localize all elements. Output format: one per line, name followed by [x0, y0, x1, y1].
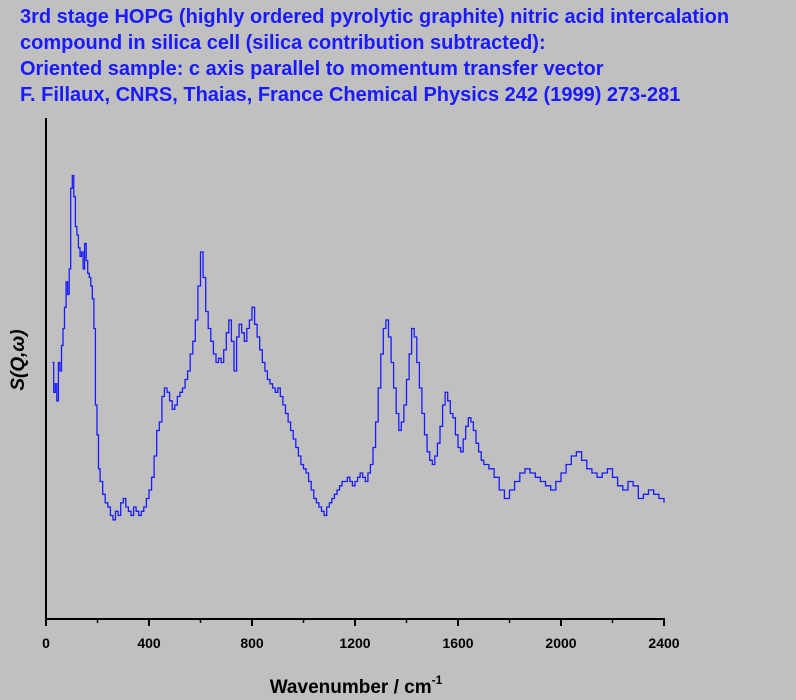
x-tick-label: 2400: [648, 635, 679, 651]
x-tick-label: 1600: [442, 635, 473, 651]
x-axis-title-superscript: -1: [432, 673, 443, 687]
x-axis-title: Wavenumber / cm-1: [270, 673, 443, 698]
axes: [45, 118, 665, 620]
title-line-4: F. Fillaux, CNRS, Thaias, France Chemica…: [20, 84, 681, 106]
series-layer: [52, 174, 665, 521]
chart-title: 3rd stage HOPG (highly ordered pyrolytic…: [20, 4, 796, 108]
x-tick-label: 1200: [339, 635, 370, 651]
y-axis-title: S(Q,ω): [8, 329, 29, 390]
x-tick-label: 2000: [545, 635, 576, 651]
title-line-3: Oriented sample: c axis parallel to mome…: [20, 58, 604, 80]
series-line-0: [52, 174, 665, 521]
x-tick-label: 0: [42, 635, 50, 651]
x-axis-title-main: Wavenumber / cm: [270, 677, 432, 698]
x-ticks: 0 400 800 1200 1600 2000 2400: [42, 619, 680, 651]
title-line-1: 3rd stage HOPG (highly ordered pyrolytic…: [20, 6, 730, 28]
x-tick-label: 400: [137, 635, 161, 651]
x-tick-label: 800: [240, 635, 264, 651]
title-line-2: compound in silica cell (silica contribu…: [20, 32, 546, 54]
